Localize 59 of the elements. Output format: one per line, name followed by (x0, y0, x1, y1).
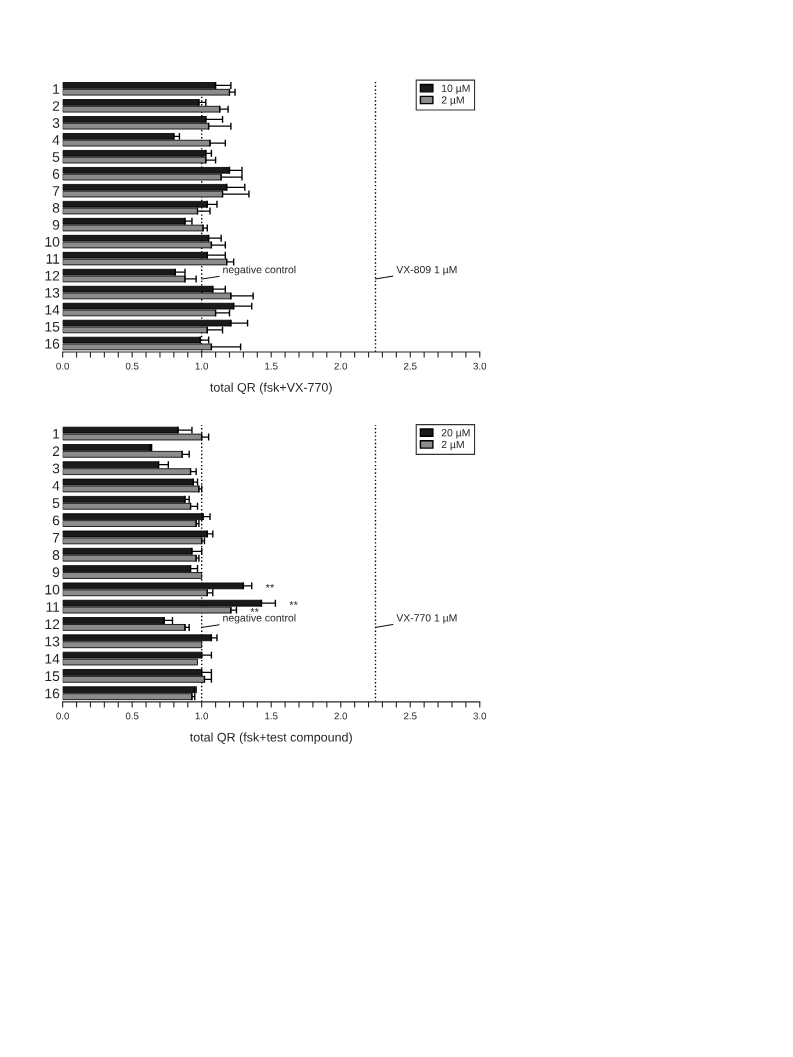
y-tick-label: 10 (45, 584, 60, 595)
y-tick-label: 1 (53, 84, 60, 94)
y-tick-label: 7 (52, 532, 60, 543)
y-tick-label: 10 (45, 236, 60, 247)
y-tick-label: 4 (52, 480, 60, 491)
x-tick-label: 1.5 (265, 362, 278, 370)
ref-line-label: negative control (223, 613, 296, 624)
y-tick-label: 16 (45, 338, 60, 349)
y-tick-label: 5 (52, 152, 60, 162)
legend-label: 2 µM (441, 440, 464, 451)
x-tick-label: 0.5 (125, 712, 139, 720)
y-tick-label: 14 (45, 654, 60, 664)
y-tick-label: 4 (52, 135, 60, 145)
y-tick-label: 6 (52, 169, 60, 179)
annotation: ** (265, 583, 275, 588)
x-tick-label: 2.5 (403, 362, 417, 370)
y-tick-label: 12 (45, 619, 60, 629)
x-tick-label: 2.5 (403, 712, 417, 720)
ref-line-label: VX-809 1 µM (396, 265, 457, 276)
y-tick-label: 9 (52, 567, 60, 578)
y-tick-label: 2 (52, 446, 60, 456)
x-tick-label: 0.0 (56, 712, 70, 720)
y-tick-label: 14 (45, 305, 60, 315)
y-tick-label: 15 (45, 321, 60, 332)
y-tick-label: 5 (52, 498, 60, 508)
y-tick-label: 9 (52, 219, 60, 230)
y-tick-label: 16 (45, 688, 60, 699)
x-tick-label: 1.0 (195, 712, 209, 720)
y-tick-label: 8 (52, 203, 60, 213)
annotation: ** (289, 601, 298, 606)
y-tick-label: 12 (45, 270, 60, 281)
ref-line-label: negative control (223, 265, 296, 276)
legend-label: 2 µM (441, 96, 464, 106)
y-tick-label: 15 (45, 671, 60, 682)
y-tick-label: 7 (52, 186, 60, 196)
y-tick-label: 3 (52, 118, 60, 128)
legend-label: 10 µM (442, 84, 470, 94)
y-tick-label: 11 (46, 254, 60, 264)
legend-label: 20 µM (441, 429, 470, 439)
y-tick-label: 13 (45, 287, 60, 298)
x-tick-label: 3.0 (473, 362, 487, 370)
x-axis-title: total QR (fsk+test compound) (189, 732, 352, 745)
ref-line-label: VX-770 1 µM (396, 614, 457, 624)
y-tick-label: 1 (53, 429, 60, 439)
x-tick-label: 1.0 (195, 362, 209, 370)
y-tick-label: 2 (52, 101, 60, 111)
y-tick-label: 8 (52, 550, 60, 560)
x-tick-label: 3.0 (473, 712, 487, 720)
x-tick-label: 0.5 (125, 362, 139, 370)
y-tick-label: 6 (52, 515, 60, 526)
x-tick-label: 2.0 (334, 712, 348, 720)
y-tick-label: 13 (45, 636, 60, 647)
y-tick-label: 11 (46, 602, 60, 612)
annotation: ** (250, 608, 259, 613)
x-tick-label: 1.5 (265, 712, 278, 720)
x-axis-title: total QR (fsk+VX-770) (210, 382, 332, 395)
x-tick-label: 2.0 (334, 362, 348, 370)
x-tick-label: 0.0 (56, 362, 70, 370)
y-tick-label: 3 (52, 463, 60, 474)
